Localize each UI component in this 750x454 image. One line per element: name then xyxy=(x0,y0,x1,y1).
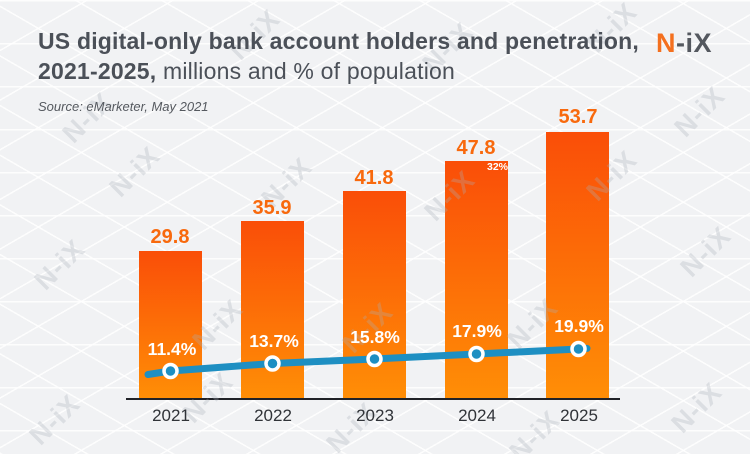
bar-2024 xyxy=(445,161,508,398)
header: US digital-only bank account holders and… xyxy=(38,26,720,86)
logo-suffix: -iX xyxy=(675,28,712,58)
page-title: US digital-only bank account holders and… xyxy=(38,26,658,86)
title-line2-regular: millions and % of population xyxy=(162,58,455,84)
source-caption: Source: eMarketer, May 2021 xyxy=(38,99,209,114)
title-line1: US digital-only bank account holders and… xyxy=(38,28,639,54)
stray-bar-label: 32% xyxy=(487,161,508,173)
brand-logo: N-iX xyxy=(656,28,712,59)
logo-prefix: N xyxy=(655,28,676,58)
bar-2023 xyxy=(343,191,406,398)
bar-2025 xyxy=(546,132,609,398)
bar-2022 xyxy=(241,221,304,398)
bar-2021 xyxy=(139,251,202,398)
title-line2-bold: 2021-2025, xyxy=(38,58,157,84)
x-axis-line xyxy=(126,398,620,400)
